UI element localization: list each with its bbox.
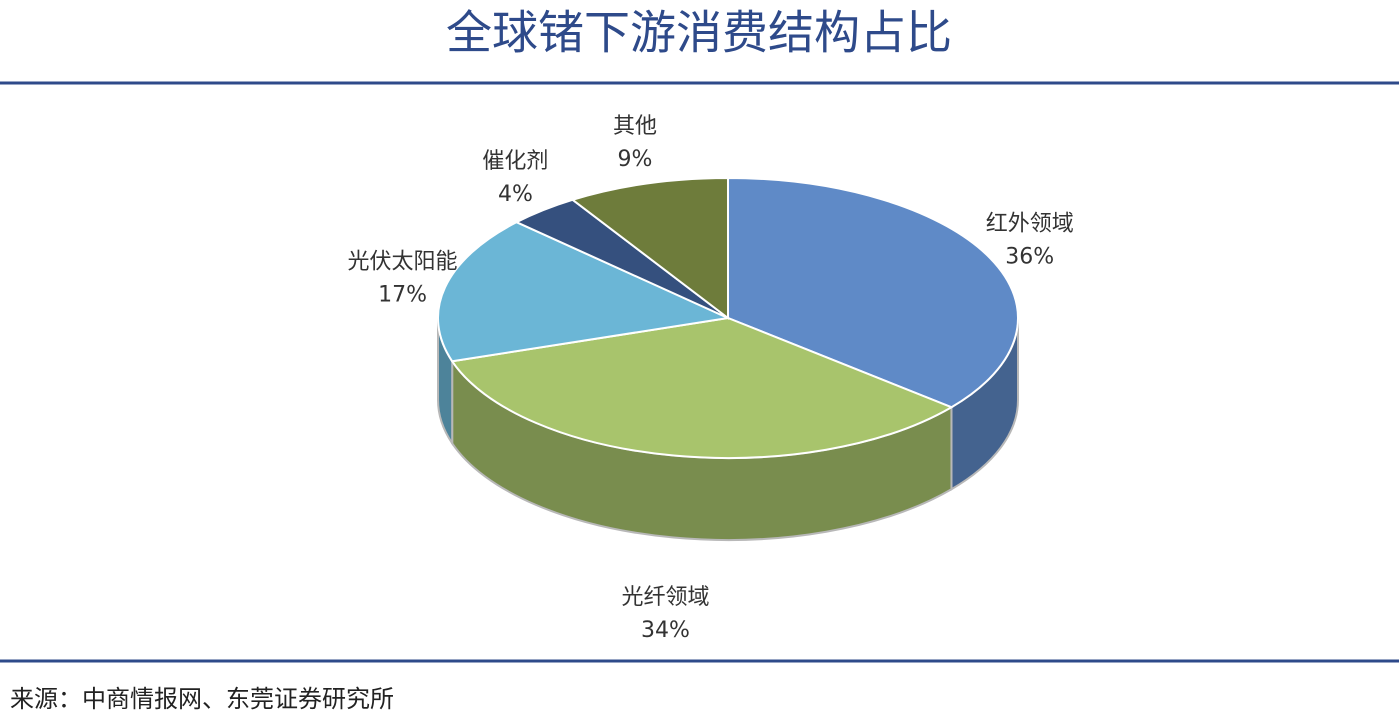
slice-label: 光伏太阳能 xyxy=(348,249,458,274)
value-label: 34% xyxy=(641,618,690,643)
value-label: 17% xyxy=(378,282,427,307)
value-label: 36% xyxy=(1005,245,1054,270)
slice xyxy=(727,176,1019,409)
value-label: 4% xyxy=(498,182,533,207)
slice-label: 其他 xyxy=(613,114,657,139)
slice xyxy=(437,221,732,363)
slice xyxy=(570,176,729,321)
slice xyxy=(450,316,954,459)
value-label: 9% xyxy=(618,147,653,172)
source-note: 来源：中商情报网、东莞证券研究所 xyxy=(10,685,394,713)
slice-label: 催化剂 xyxy=(482,149,548,174)
slice-label: 红外领域 xyxy=(986,212,1074,237)
chart-title: 全球锗下游消费结构占比 xyxy=(446,6,952,60)
slice-label: 光纤领域 xyxy=(622,585,710,610)
